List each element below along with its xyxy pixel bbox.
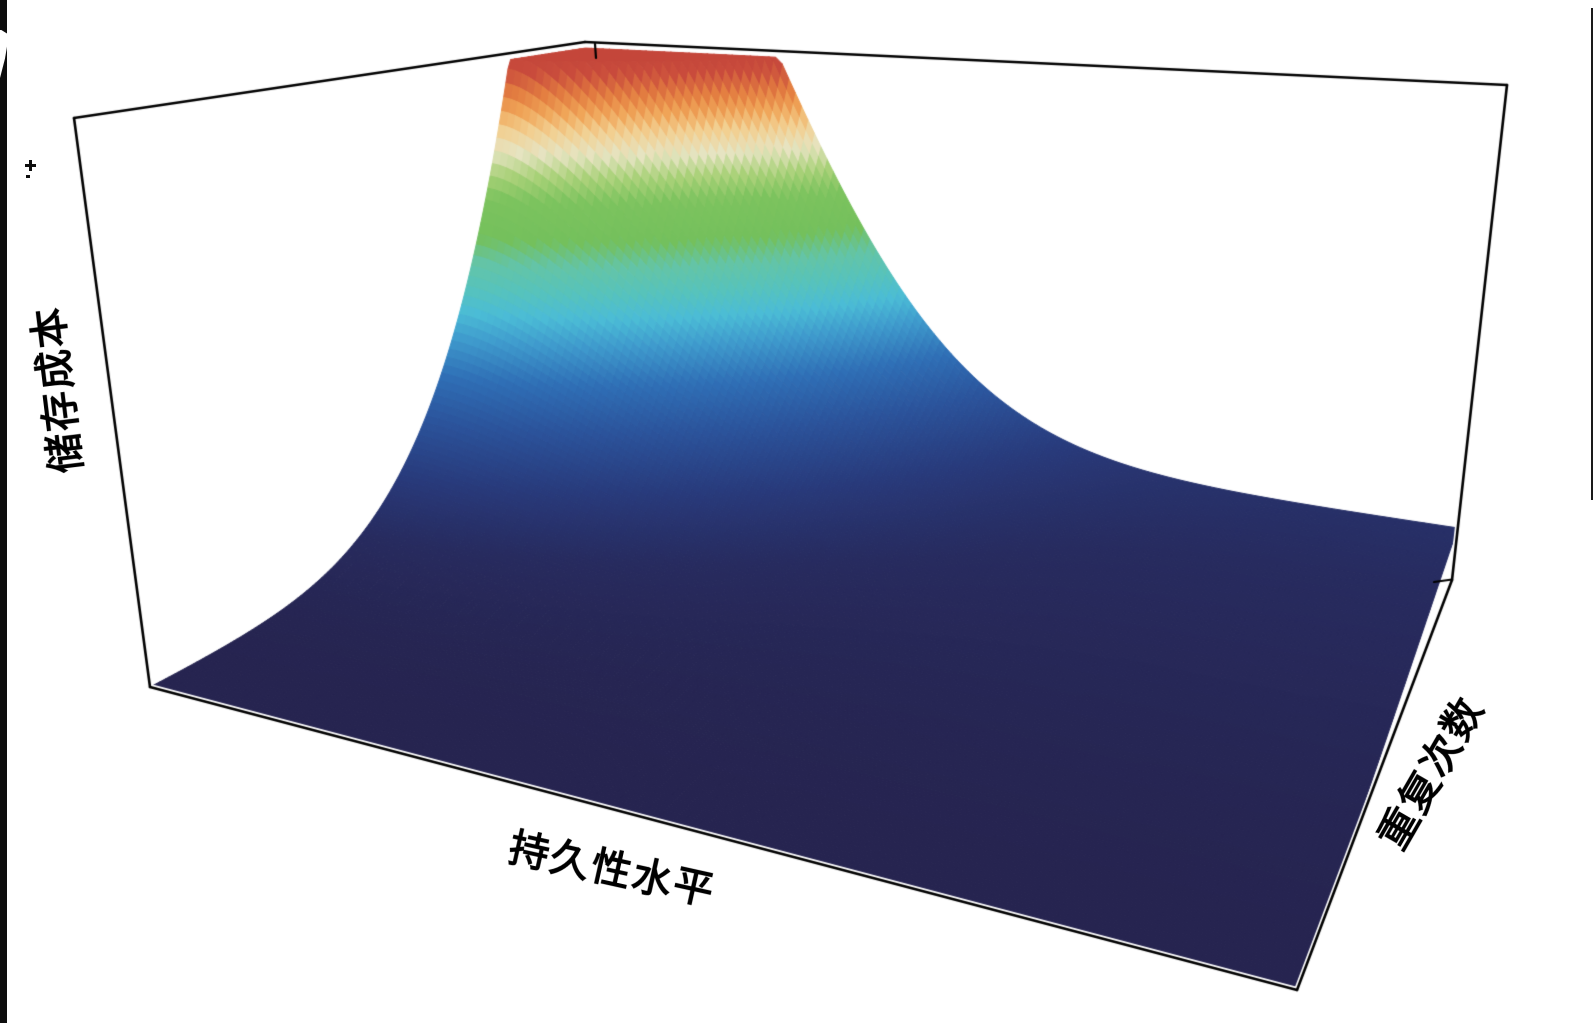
left-edge-mark xyxy=(26,175,30,178)
left-edge-notch xyxy=(0,30,9,78)
right-edge-artifact xyxy=(1591,8,1593,500)
left-edge-artifact xyxy=(0,0,7,1023)
left-edge-mark xyxy=(29,160,32,171)
